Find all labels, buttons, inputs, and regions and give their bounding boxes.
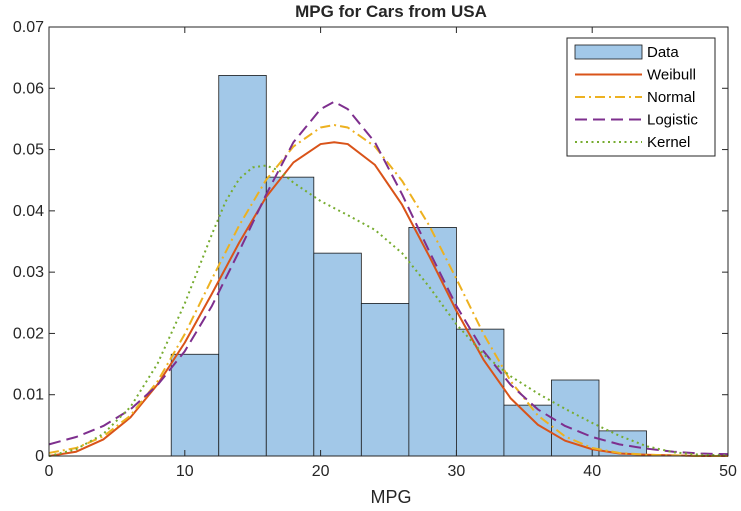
- histogram-bar: [455, 328, 505, 457]
- legend: Data Weibull Normal Logistic Kernel: [566, 37, 716, 157]
- y-tick-label: 0.03: [13, 264, 44, 281]
- legend-label-normal: Normal: [647, 89, 695, 106]
- axes: [48, 26, 729, 457]
- legend-label-weibull: Weibull: [647, 67, 696, 84]
- x-tick-label: 0: [45, 463, 54, 480]
- distribution-curves: [48, 100, 729, 457]
- x-tick-label: 40: [583, 463, 601, 480]
- kernel-curve: [48, 164, 729, 457]
- x-axis-label: MPG: [370, 487, 411, 507]
- plot-frame: [48, 26, 729, 457]
- histogram-bars: [170, 75, 647, 457]
- x-tick-labels: 0 10 20 30 40 50: [45, 463, 737, 480]
- y-tick-label: 0.07: [13, 19, 44, 36]
- y-tick-label: 0.04: [13, 203, 44, 220]
- y-tick-label: 0.01: [13, 387, 44, 404]
- x-tick-label: 30: [448, 463, 466, 480]
- histogram-bar: [360, 302, 410, 457]
- x-tick-label: 50: [719, 463, 737, 480]
- x-tick-label: 10: [176, 463, 194, 480]
- y-tick-label: 0.05: [13, 142, 44, 159]
- y-tick-label: 0.02: [13, 325, 44, 342]
- legend-label-data: Data: [647, 44, 679, 61]
- chart-title: MPG for Cars from USA: [295, 2, 487, 21]
- histogram-bar: [503, 404, 552, 457]
- histogram-bar: [313, 252, 362, 457]
- histogram-bar: [265, 176, 315, 457]
- legend-label-kernel: Kernel: [647, 134, 690, 151]
- histogram-bar: [170, 353, 220, 457]
- legend-swatch-data: [574, 44, 643, 60]
- y-tick-labels: 0 0.01 0.02 0.03 0.04 0.05 0.06 0.07: [13, 19, 44, 465]
- normal-curve: [48, 124, 728, 457]
- y-tick-label: 0.06: [13, 80, 44, 97]
- y-tick-label: 0: [35, 448, 44, 465]
- weibull-curve: [48, 141, 728, 457]
- x-tick-label: 20: [312, 463, 330, 480]
- legend-label-logistic: Logistic: [647, 112, 698, 129]
